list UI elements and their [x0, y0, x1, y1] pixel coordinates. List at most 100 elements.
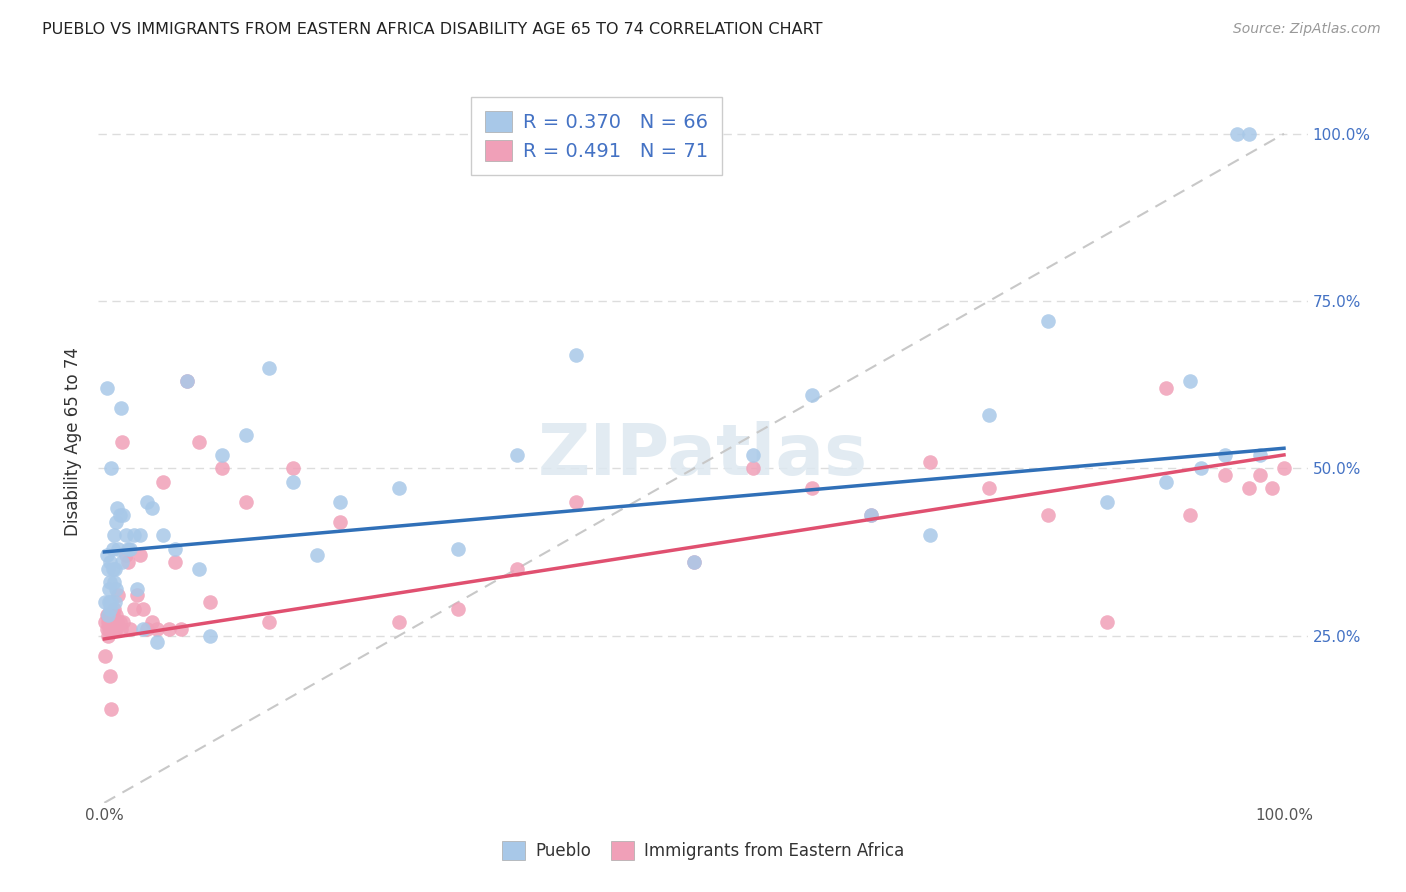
Point	[103, 602, 125, 616]
Point	[305, 548, 328, 563]
Point	[103, 615, 125, 630]
Point	[105, 608, 128, 623]
Point	[977, 482, 1000, 496]
Point	[128, 548, 150, 563]
Point	[112, 508, 135, 523]
Point	[114, 548, 136, 563]
Point	[101, 622, 124, 636]
Point	[98, 615, 121, 630]
Point	[1154, 475, 1177, 489]
Point	[176, 375, 198, 389]
Point	[1154, 381, 1177, 395]
Point	[100, 615, 122, 630]
Point	[1095, 615, 1118, 630]
Point	[388, 615, 411, 630]
Point	[105, 622, 128, 636]
Point	[112, 615, 135, 630]
Point	[96, 381, 118, 395]
Point	[105, 615, 128, 630]
Point	[1226, 127, 1249, 141]
Point	[100, 622, 122, 636]
Point	[94, 648, 117, 663]
Point	[447, 541, 470, 556]
Point	[122, 528, 145, 542]
Point	[101, 562, 124, 576]
Point	[235, 494, 257, 508]
Point	[683, 555, 706, 569]
Point	[114, 528, 136, 542]
Point	[98, 555, 121, 569]
Point	[117, 541, 139, 556]
Point	[107, 589, 129, 603]
Point	[127, 589, 149, 603]
Point	[281, 475, 304, 489]
Point	[565, 348, 588, 362]
Point	[105, 501, 128, 516]
Point	[920, 455, 942, 469]
Point	[141, 615, 163, 630]
Text: ZIPatlas: ZIPatlas	[538, 422, 868, 491]
Point	[107, 541, 129, 556]
Point	[1178, 375, 1201, 389]
Point	[1261, 482, 1284, 496]
Point	[329, 494, 352, 508]
Point	[506, 562, 529, 576]
Point	[165, 555, 187, 569]
Point	[104, 615, 127, 630]
Point	[200, 595, 222, 609]
Point	[97, 608, 120, 623]
Point	[104, 622, 127, 636]
Point	[97, 628, 120, 642]
Point	[94, 615, 117, 630]
Point	[1036, 314, 1059, 328]
Point	[141, 501, 163, 516]
Point	[860, 508, 883, 523]
Point	[801, 387, 824, 401]
Point	[565, 494, 588, 508]
Point	[101, 608, 124, 623]
Point	[176, 375, 198, 389]
Point	[97, 615, 120, 630]
Point	[135, 622, 157, 636]
Point	[104, 562, 127, 576]
Text: Source: ZipAtlas.com: Source: ZipAtlas.com	[1233, 22, 1381, 37]
Point	[98, 615, 121, 630]
Text: PUEBLO VS IMMIGRANTS FROM EASTERN AFRICA DISABILITY AGE 65 TO 74 CORRELATION CHA: PUEBLO VS IMMIGRANTS FROM EASTERN AFRICA…	[42, 22, 823, 37]
Point	[110, 401, 132, 416]
Point	[100, 702, 122, 716]
Point	[1213, 448, 1236, 462]
Point	[1178, 508, 1201, 523]
Point	[200, 628, 222, 642]
Point	[329, 515, 352, 529]
Point	[742, 448, 765, 462]
Point	[108, 615, 131, 630]
Point	[170, 622, 193, 636]
Point	[132, 602, 155, 616]
Point	[211, 448, 233, 462]
Point	[120, 541, 142, 556]
Y-axis label: Disability Age 65 to 74: Disability Age 65 to 74	[65, 347, 83, 536]
Point	[98, 622, 121, 636]
Point	[98, 608, 121, 623]
Point	[165, 541, 187, 556]
Point	[683, 555, 706, 569]
Point	[259, 615, 281, 630]
Point	[98, 582, 121, 596]
Point	[104, 595, 127, 609]
Point	[1189, 461, 1212, 475]
Point	[103, 528, 125, 542]
Point	[100, 595, 122, 609]
Point	[98, 575, 121, 590]
Point	[101, 541, 124, 556]
Point	[97, 562, 120, 576]
Point	[157, 622, 180, 636]
Point	[98, 622, 121, 636]
Point	[187, 562, 209, 576]
Point	[1237, 482, 1260, 496]
Point	[235, 427, 257, 442]
Point	[100, 461, 122, 475]
Point	[103, 575, 125, 590]
Point	[860, 508, 883, 523]
Point	[98, 669, 121, 683]
Point	[187, 434, 209, 449]
